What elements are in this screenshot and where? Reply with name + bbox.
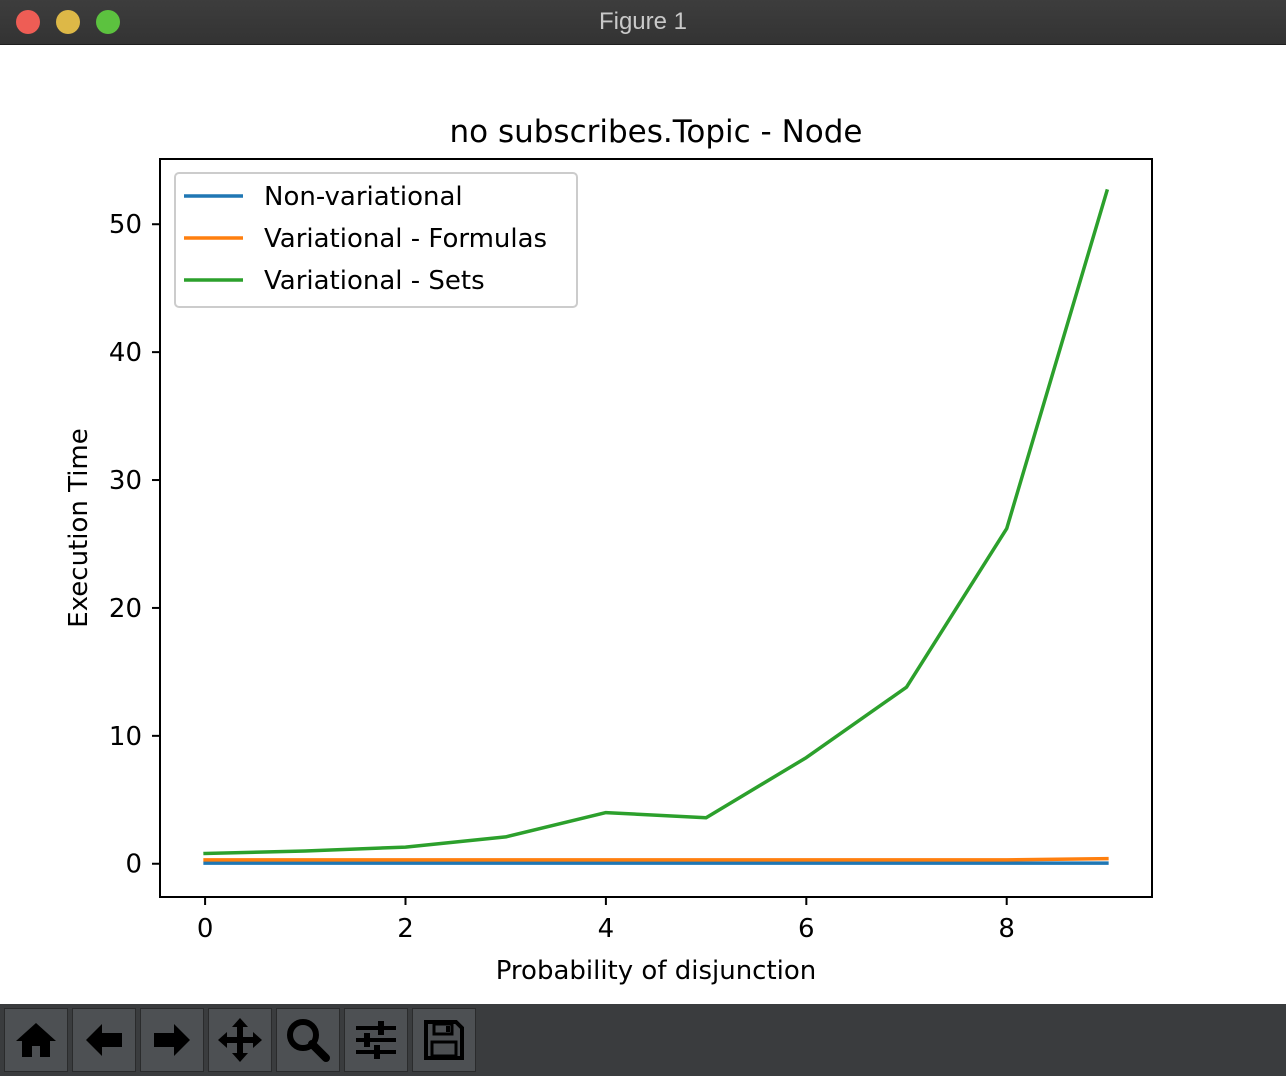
x-tick-label: 4: [598, 914, 615, 944]
navigation-toolbar: [0, 1004, 1286, 1076]
figure-canvas[interactable]: no subscribes.Topic - Node 0 2 4 6 8 0 10 20 30 40…: [0, 45, 1286, 1004]
y-tick-label: 0: [125, 850, 142, 880]
configure-subplots-button[interactable]: [344, 1008, 408, 1072]
save-button[interactable]: [412, 1008, 476, 1072]
close-window-button[interactable]: [16, 10, 40, 34]
x-tick-label: 0: [197, 914, 214, 944]
series-line-2: [203, 188, 1110, 856]
plot-frame: [159, 158, 1153, 898]
zoom-window-button[interactable]: [96, 10, 120, 34]
zoom-button[interactable]: [276, 1008, 340, 1072]
legend-entry-label: Non-variational: [264, 182, 463, 212]
y-axis-label: Execution Time: [64, 428, 94, 627]
y-tick-label: 30: [109, 466, 142, 496]
series-line-1: [203, 856, 1109, 862]
pan-button[interactable]: [208, 1008, 272, 1072]
x-axis-label: Probability of disjunction: [496, 956, 817, 986]
chart-title: no subscribes.Topic - Node: [449, 114, 862, 150]
legend-entry-label: Variational - Sets: [264, 266, 485, 296]
y-tick-label: 20: [109, 594, 142, 624]
line-chart: no subscribes.Topic - Node 0 2 4 6 8 0 10 20 30 40…: [64, 114, 1153, 986]
floppy-disk-icon: [424, 1020, 464, 1060]
sliders-icon: [356, 1021, 396, 1059]
x-tick-label: 8: [998, 914, 1015, 944]
magnifier-icon: [287, 1019, 330, 1062]
x-tick-label: 6: [798, 914, 815, 944]
y-tick-label: 50: [109, 210, 142, 240]
arrow-left-icon: [86, 1024, 122, 1056]
move-icon: [218, 1018, 262, 1062]
y-tick-label: 10: [109, 722, 142, 752]
window-title: Figure 1: [598, 8, 688, 35]
y-tick-label: 40: [109, 338, 142, 368]
home-icon: [16, 1023, 56, 1057]
legend-box: [174, 172, 578, 308]
legend-entry-label: Variational - Formulas: [264, 224, 547, 254]
minimize-window-button[interactable]: [56, 10, 80, 34]
home-button[interactable]: [4, 1008, 68, 1072]
back-button[interactable]: [72, 1008, 136, 1072]
arrow-right-icon: [154, 1024, 190, 1056]
x-tick-label: 2: [397, 914, 414, 944]
forward-button[interactable]: [140, 1008, 204, 1072]
title-bar[interactable]: Figure 1: [0, 0, 1286, 45]
